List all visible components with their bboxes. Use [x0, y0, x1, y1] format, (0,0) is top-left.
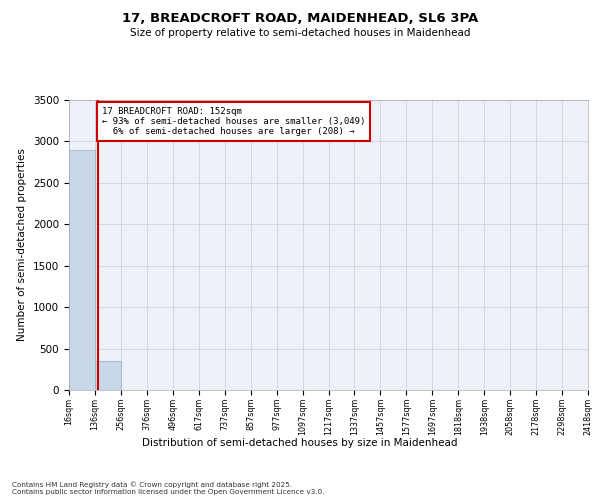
Y-axis label: Number of semi-detached properties: Number of semi-detached properties [17, 148, 28, 342]
Text: 17 BREADCROFT ROAD: 152sqm
← 93% of semi-detached houses are smaller (3,049)
  6: 17 BREADCROFT ROAD: 152sqm ← 93% of semi… [101, 106, 365, 136]
Text: Distribution of semi-detached houses by size in Maidenhead: Distribution of semi-detached houses by … [142, 438, 458, 448]
Text: Contains HM Land Registry data © Crown copyright and database right 2025.
Contai: Contains HM Land Registry data © Crown c… [12, 482, 325, 495]
Text: Size of property relative to semi-detached houses in Maidenhead: Size of property relative to semi-detach… [130, 28, 470, 38]
Bar [69, 150, 95, 390]
Bar [95, 361, 121, 390]
Text: 17, BREADCROFT ROAD, MAIDENHEAD, SL6 3PA: 17, BREADCROFT ROAD, MAIDENHEAD, SL6 3PA [122, 12, 478, 26]
